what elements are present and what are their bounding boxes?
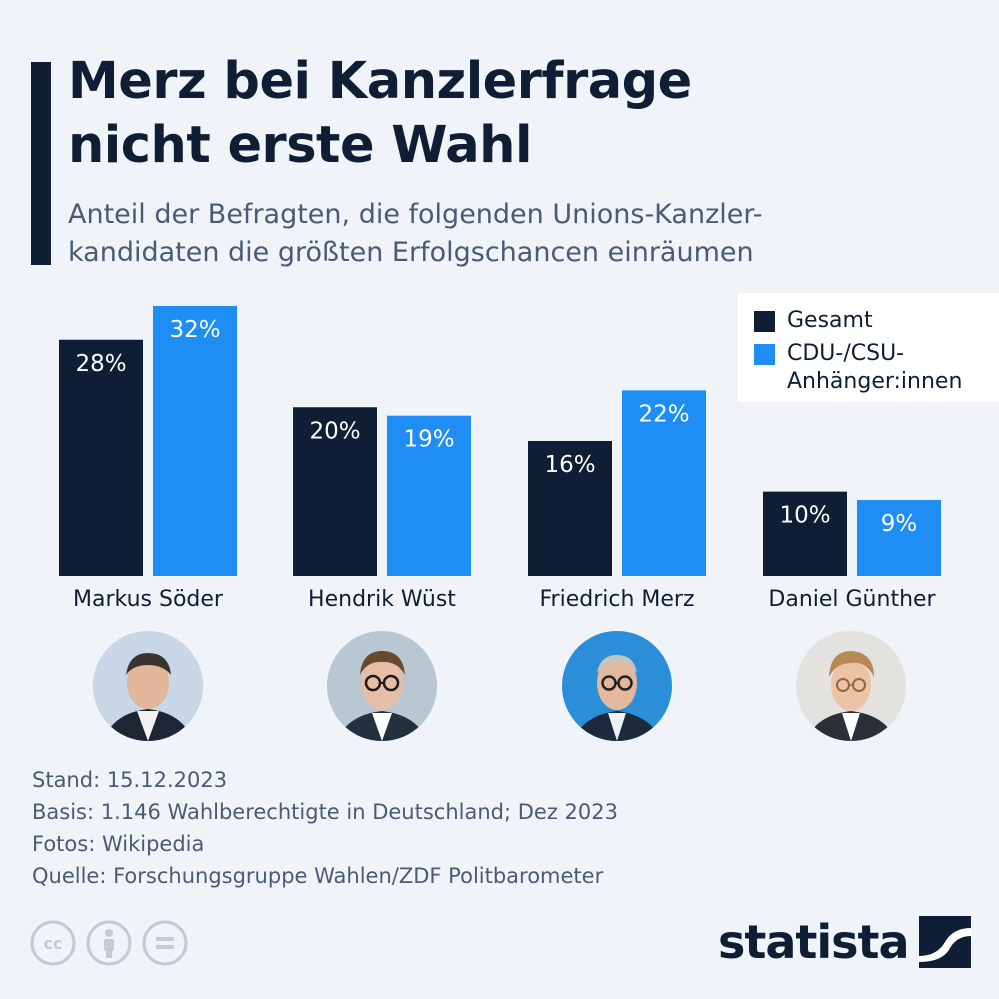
svg-text:cc: cc [44, 934, 63, 953]
by-attribution-icon[interactable] [86, 920, 132, 966]
bar-value-label-anhaenger-1: 19% [403, 427, 454, 453]
license-icons: cc [30, 920, 188, 966]
statista-logo-mark-icon [918, 916, 971, 968]
bar-anhaenger-0 [153, 306, 237, 576]
bar-value-label-gesamt-2: 16% [544, 452, 595, 478]
category-label-1: Hendrik Wüst [308, 587, 456, 612]
bar-gesamt-2 [528, 441, 612, 576]
statista-logo-text: statista [718, 915, 910, 969]
footer-notes: Stand: 15.12.2023 Basis: 1.146 Wahlberec… [32, 764, 618, 892]
bar-value-label-anhaenger-3: 9% [881, 511, 918, 537]
bar-anhaenger-1 [387, 415, 471, 576]
legend-swatch-gesamt [754, 311, 775, 332]
bar-value-label-gesamt-3: 10% [779, 503, 830, 529]
category-label-3: Daniel Günther [768, 587, 936, 612]
page-title: Merz bei Kanzlerfrage nicht erste Wahl [68, 50, 968, 178]
subtitle-line-1: Anteil der Befragten, die folgenden Unio… [68, 199, 763, 230]
chart-legend: Gesamt CDU-/CSU-Anhänger:innen [738, 293, 999, 402]
legend-label-anhaenger: CDU-/CSU-Anhänger:innen [787, 341, 963, 394]
portrait-markus-soeder [93, 631, 203, 741]
bar-value-label-gesamt-1: 20% [309, 418, 360, 444]
bar-gesamt-3 [763, 491, 847, 576]
no-derivatives-icon[interactable] [142, 920, 188, 966]
legend-item-anhaenger: CDU-/CSU-Anhänger:innen [754, 340, 987, 396]
statista-logo[interactable]: statista [718, 915, 971, 969]
portrait-hendrik-wuest [327, 631, 437, 741]
subtitle: Anteil der Befragten, die folgenden Unio… [68, 196, 948, 272]
bar-anhaenger-3 [857, 500, 941, 576]
bar-value-label-gesamt-0: 28% [75, 351, 126, 377]
category-label-2: Friedrich Merz [539, 587, 694, 612]
portrait-daniel-guenther [796, 631, 906, 741]
title-accent-bar [31, 62, 51, 265]
bar-chart: 28% 32% Markus Söder 20% 19% Hendrik Wüst 16% 2… [59, 306, 941, 612]
title-line-2: nicht erste Wahl [68, 116, 532, 175]
cc-icon[interactable]: cc [30, 920, 76, 966]
portrait-friedrich-merz [562, 631, 672, 741]
footer-basis: Basis: 1.146 Wahlberechtigte in Deutschl… [32, 800, 618, 824]
legend-label-gesamt: Gesamt [787, 308, 873, 333]
bar-value-label-anhaenger-2: 22% [638, 401, 689, 427]
footer-fotos: Fotos: Wikipedia [32, 832, 205, 856]
bar-gesamt-1 [293, 407, 377, 576]
legend-item-gesamt: Gesamt [754, 307, 987, 335]
footer-stand: Stand: 15.12.2023 [32, 768, 228, 792]
legend-swatch-anhaenger [754, 344, 775, 365]
bar-value-label-anhaenger-0: 32% [169, 317, 220, 343]
bar-gesamt-0 [59, 339, 143, 576]
bar-anhaenger-2 [622, 390, 706, 576]
category-label-0: Markus Söder [73, 587, 224, 612]
footer-quelle: Quelle: Forschungsgruppe Wahlen/ZDF Poli… [32, 864, 604, 888]
title-line-1: Merz bei Kanzlerfrage [68, 52, 692, 111]
subtitle-line-2: kandidaten die größten Erfolgschancen ei… [68, 237, 754, 268]
